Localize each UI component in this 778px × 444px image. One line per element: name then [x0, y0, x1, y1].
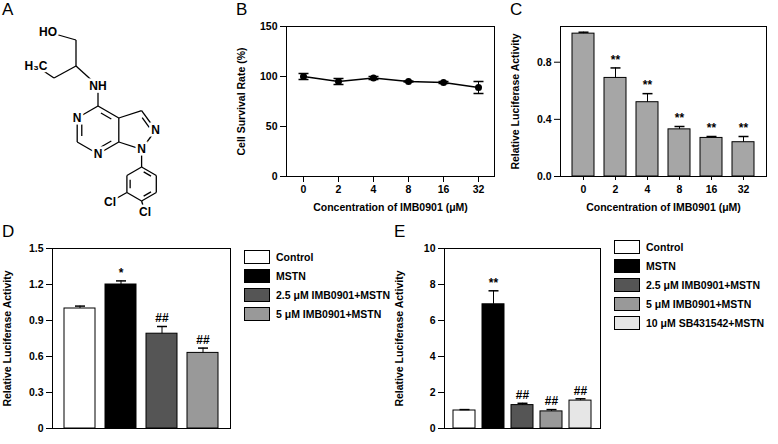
svg-text:Concentration of IMB0901 (μM): Concentration of IMB0901 (μM) — [313, 201, 468, 213]
svg-text:**: ** — [707, 121, 717, 135]
svg-text:Cell Survival Rate (%): Cell Survival Rate (%) — [235, 48, 247, 156]
svg-text:0.6: 0.6 — [29, 350, 44, 362]
svg-text:##: ## — [574, 384, 588, 398]
html-text:B: B — [236, 0, 248, 19]
html-text:C: C — [510, 0, 523, 19]
svg-text:**: ** — [611, 53, 621, 67]
svg-text:*: * — [119, 266, 124, 280]
svg-text:8: 8 — [677, 183, 683, 195]
svg-text:N: N — [73, 111, 82, 125]
svg-text:Relative Luciferase Activity: Relative Luciferase Activity — [393, 270, 405, 406]
html-text:MSTN: MSTN — [646, 260, 676, 272]
html-text:Control: Control — [646, 241, 684, 253]
svg-text:0.4: 0.4 — [537, 113, 552, 125]
svg-text:4: 4 — [645, 183, 651, 195]
html-text:D: D — [2, 222, 15, 241]
html-text:2.5 μM IMB0901+MSTN: 2.5 μM IMB0901+MSTN — [276, 289, 391, 301]
svg-text:##: ## — [155, 311, 169, 325]
svg-text:Cl: Cl — [104, 195, 116, 209]
svg-text:1.5: 1.5 — [29, 242, 44, 254]
html-text:A: A — [2, 0, 14, 19]
svg-text:0: 0 — [581, 183, 587, 195]
svg-text:0: 0 — [301, 183, 307, 195]
svg-text:Relative Luciferase Activity: Relative Luciferase Activity — [1, 270, 13, 406]
html-text:5 μM IMB0901+MSTN: 5 μM IMB0901+MSTN — [646, 298, 752, 310]
svg-text:0: 0 — [430, 422, 436, 434]
svg-text:N: N — [151, 123, 160, 137]
svg-text:50: 50 — [266, 120, 278, 132]
svg-text:##: ## — [196, 333, 210, 347]
svg-text:H₃C: H₃C — [25, 59, 48, 73]
svg-text:**: ** — [643, 78, 653, 92]
svg-text:NH: NH — [89, 79, 106, 93]
html-text:Control: Control — [276, 251, 314, 263]
svg-text:##: ## — [545, 394, 559, 408]
svg-text:**: ** — [739, 121, 749, 135]
svg-text:0: 0 — [272, 170, 278, 182]
html-text:5 μM IMB0901+MSTN: 5 μM IMB0901+MSTN — [276, 308, 382, 320]
svg-text:0: 0 — [38, 422, 44, 434]
svg-text:32: 32 — [738, 183, 750, 195]
html-text:E: E — [394, 222, 406, 241]
svg-text:10: 10 — [424, 242, 436, 254]
svg-text:0.8: 0.8 — [537, 56, 552, 68]
svg-text:Cl: Cl — [139, 205, 151, 218]
html-text:MSTN: MSTN — [276, 270, 306, 282]
svg-text:0.9: 0.9 — [29, 314, 44, 326]
svg-text:**: ** — [489, 276, 499, 290]
svg-text:0.3: 0.3 — [29, 386, 44, 398]
svg-text:0.0: 0.0 — [537, 170, 552, 182]
svg-text:HO: HO — [39, 25, 57, 39]
svg-text:N: N — [94, 147, 103, 161]
svg-text:8: 8 — [406, 183, 412, 195]
svg-text:32: 32 — [473, 183, 485, 195]
svg-text:4: 4 — [430, 350, 436, 362]
svg-text:1.2: 1.2 — [29, 278, 44, 290]
svg-text:2: 2 — [430, 386, 436, 398]
svg-text:8: 8 — [430, 278, 436, 290]
svg-text:N: N — [137, 142, 146, 156]
svg-text:2: 2 — [336, 183, 342, 195]
svg-text:##: ## — [516, 388, 530, 402]
svg-text:4: 4 — [371, 183, 377, 195]
html-text:10 μM SB431542+MSTN: 10 μM SB431542+MSTN — [646, 317, 765, 329]
svg-text:**: ** — [675, 111, 685, 125]
svg-text:16: 16 — [438, 183, 450, 195]
svg-text:Relative Luciferase Activity: Relative Luciferase Activity — [509, 33, 521, 169]
svg-text:6: 6 — [430, 314, 436, 326]
svg-text:150: 150 — [260, 20, 278, 32]
svg-text:100: 100 — [260, 70, 278, 82]
svg-text:2: 2 — [613, 183, 619, 195]
html-text:2.5 μM IMB0901+MSTN: 2.5 μM IMB0901+MSTN — [646, 279, 761, 291]
svg-text:Concentration of IMB0901 (μM): Concentration of IMB0901 (μM) — [586, 201, 741, 213]
svg-text:16: 16 — [706, 183, 718, 195]
